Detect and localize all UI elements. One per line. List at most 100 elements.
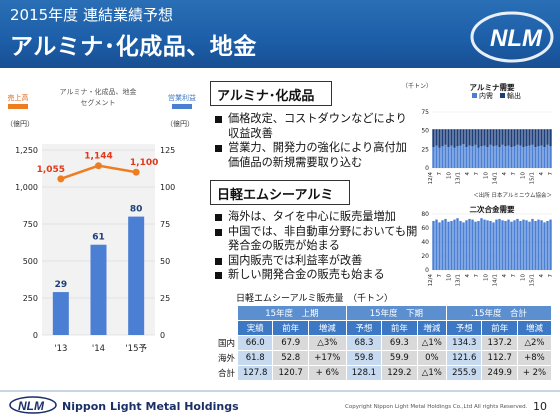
mini-bar [465,220,468,270]
mini-bar [519,129,522,146]
sales-volume-table: 15年度 上期 15年度 下期 .15年度 合計 実績 前年 増減 予想 前年 増減 予想前… [215,305,553,381]
mini-x-label: 7 [511,172,517,176]
mini-bar [441,146,444,168]
mini-bar [540,129,543,146]
mini-bar [462,144,465,168]
left-tick-label: 250 [23,294,38,303]
mini-bar [522,219,525,270]
legend-segment-label: アルミナ・化成品、地金 [60,87,137,96]
mini-bar [468,145,471,168]
legend-segment-label: セグメント [81,98,116,107]
mini-bar [435,145,438,168]
mini-bar [510,147,513,168]
table-group-header: 15年度 下期 [345,305,448,321]
profit-bar [52,292,69,335]
mini-bar [516,144,519,168]
mini-bar [471,129,474,147]
table-cell: + 2% [516,365,553,381]
mini-tick-label: 20 [421,253,429,260]
mini-x-label: 12/4 [428,172,434,185]
mini-x-label: 4 [465,274,471,278]
mini-x-label: 10 [446,172,452,179]
footer-logo-icon: NLM [9,396,57,414]
footer-divider [0,390,560,392]
mini-bar [507,145,510,168]
mini-bar [453,147,456,168]
company-name: Nippon Light Metal Holdings [62,400,239,413]
mini-x-label: 12/4 [428,274,434,287]
mini-bar [438,147,441,168]
mini-tick-label: 25 [421,146,429,153]
mini-bar [465,147,468,168]
table-cell: 137.2 [481,335,518,351]
table-cell: 59.8 [345,350,383,366]
legend-sales-label: 売上高 [8,93,29,102]
table-row-label: 国内 [215,335,238,351]
mini-x-label: 4 [502,274,508,278]
mini-x-label: 4 [465,172,471,176]
table-cell: 249.9 [481,365,518,381]
table-subheader: 予想 [446,320,483,336]
mini-bar [516,129,519,145]
table-cell: +17% [307,350,347,366]
slide-title: アルミナ･化成品、地金 [10,34,257,60]
mini-bar [444,129,447,145]
sales-point [57,175,65,183]
mini-bar [456,129,459,147]
mini-bar [543,129,546,148]
legend-sales-swatch [8,104,28,109]
mini-x-label: 15/1 [530,172,536,184]
table-row: 国内 66.0 67.9 △3% 68.3 69.3 △1% 134.3 137.2 △2% [215,335,553,351]
table-cell: 255.9 [446,365,483,381]
mini-tick-label: 75 [421,109,429,116]
mini-bar [534,129,537,148]
profit-bar-label: 29 [55,280,68,290]
right-tick-label: 25 [160,294,170,303]
x-category-label: '15予 [125,344,147,354]
mini-bar [432,221,435,270]
mini-unit: （千トン） [402,82,432,90]
table-cell: 112.7 [481,350,518,366]
left-tick-label: 1,000 [15,183,38,192]
mini-bar [525,220,528,270]
left-tick-label: 750 [23,220,38,229]
mini-x-label: 7 [437,172,443,176]
bullet-item: 営業力、開発力の強化により高付加価値品の新規需要取り込む [214,141,414,170]
mini-bar [465,129,468,148]
mini-x-label: 7 [548,274,554,278]
mini-bar [528,145,531,168]
sales-point-label: 1,100 [130,158,158,168]
mini-x-label: 13/1 [456,172,462,184]
mini-x-label: 10 [520,172,526,179]
mini-bar [459,129,462,146]
mini-x-label: 4 [539,172,545,176]
mini-tick-label: 60 [421,225,429,232]
mini-x-label: 14/1 [493,172,499,184]
mini-bar [546,129,549,145]
sales-point-label: 1,144 [84,152,112,162]
mini-bar [504,129,507,147]
mini-x-label: 7 [474,274,480,278]
mini-bar [438,129,441,148]
bullet-item: 中国では、非自動車分野においても開発合金の販売が始まる [214,225,424,254]
mini-bar [549,129,552,147]
mini-bar [477,147,480,168]
logo-wordmark: NLM [490,25,543,52]
x-category-label: '13 [54,344,67,354]
nlm-logo-icon: NLM [470,11,554,63]
table-cell: 69.3 [381,335,418,351]
mini-bar [474,144,477,168]
mini-bar [531,129,534,145]
mini-bar [471,146,474,168]
mini-tick-label: 0 [425,165,429,172]
mini-bar [441,220,444,270]
mini-bar [498,218,501,270]
mini-bar [504,146,507,168]
mini-bar [450,129,453,146]
mini-x-label: 14/1 [493,274,499,286]
mini-bar [501,129,504,145]
table-row-label: 海外 [215,350,238,366]
mini-bar [486,220,489,270]
mini-tick-label: 50 [421,128,429,135]
